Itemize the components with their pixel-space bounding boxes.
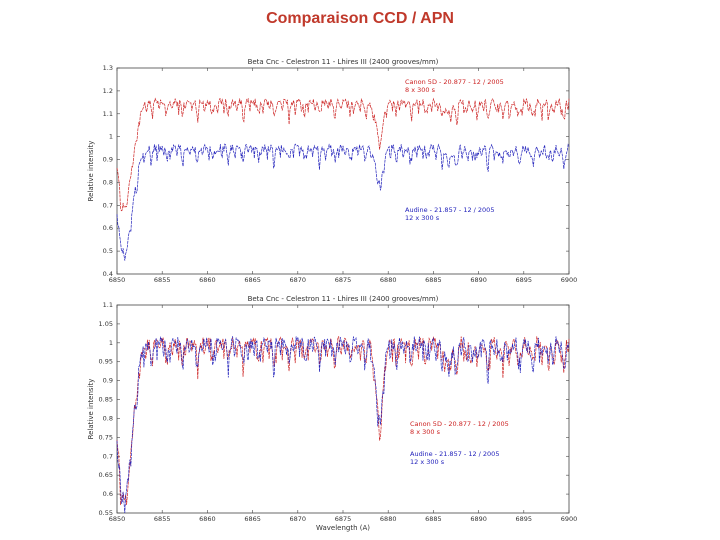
x-tick-label: 6895 (516, 515, 533, 523)
bottom-spectrum-chart: Beta Cnc - Celestron 11 - Lhires III (24… (87, 295, 577, 532)
y-tick-label: 1.1 (103, 301, 113, 309)
legend-note: 12 x 300 s (410, 458, 445, 466)
x-tick-label: 6875 (335, 515, 352, 523)
y-tick-label: 1.3 (103, 64, 113, 72)
top-spectrum-chart: Beta Cnc - Celestron 11 - Lhires III (24… (87, 58, 577, 284)
legend-entry: Audine - 21.857 - 12 / 2005 (405, 206, 494, 214)
x-tick-label: 6885 (425, 515, 442, 523)
x-tick-label: 6880 (380, 276, 397, 284)
legend-entry: Canon 5D - 20.877 - 12 / 2005 (405, 78, 504, 86)
y-tick-label: 0.4 (103, 270, 113, 278)
plot-frame (116, 304, 570, 514)
y-tick-label: 0.75 (99, 433, 113, 441)
x-tick-label: 6870 (290, 276, 307, 284)
x-tick-label: 6850 (109, 515, 126, 523)
y-tick-label: 0.9 (103, 377, 113, 385)
y-tick-label: 1.1 (103, 110, 113, 118)
series-line-0 (116, 97, 570, 212)
x-tick-label: 6870 (290, 515, 307, 523)
y-tick-label: 0.55 (99, 509, 113, 517)
x-tick-label: 6855 (154, 276, 171, 284)
y-tick-label: 0.9 (103, 156, 113, 164)
x-tick-label: 6850 (109, 276, 126, 284)
y-tick-label: 0.7 (103, 201, 113, 209)
x-tick-label: 6900 (561, 276, 578, 284)
x-tick-label: 6875 (335, 276, 352, 284)
y-tick-label: 1.2 (103, 87, 113, 95)
x-tick-label: 6890 (470, 515, 487, 523)
slide-title: Comparaison CCD / APN (266, 10, 454, 27)
x-tick-label: 6885 (425, 276, 442, 284)
y-tick-label: 0.6 (103, 224, 113, 232)
y-tick-label: 1 (109, 339, 113, 347)
legend-note: 8 x 300 s (405, 86, 436, 94)
chart-title: Beta Cnc - Celestron 11 - Lhires III (24… (248, 295, 439, 303)
y-tick-label: 0.85 (99, 396, 113, 404)
x-tick-label: 6865 (244, 515, 261, 523)
y-tick-label: 1 (109, 133, 113, 141)
x-tick-label: 6855 (154, 515, 171, 523)
y-tick-label: 0.5 (103, 247, 113, 255)
y-tick-label: 0.8 (103, 414, 113, 422)
legend-entry: Canon 5D - 20.877 - 12 / 2005 (410, 420, 509, 428)
x-tick-label: 6860 (199, 276, 216, 284)
y-tick-label: 0.8 (103, 178, 113, 186)
series-line-1 (116, 143, 570, 261)
x-axis-label: Wavelength (A) (316, 524, 370, 532)
plot-frame (116, 67, 570, 275)
chart-title: Beta Cnc - Celestron 11 - Lhires III (24… (248, 58, 439, 66)
y-axis-label: Relative intensity (87, 379, 95, 440)
y-tick-label: 0.65 (99, 471, 113, 479)
series-line-1 (116, 336, 570, 514)
y-tick-label: 0.7 (103, 452, 113, 460)
legend-note: 8 x 300 s (410, 428, 441, 436)
x-tick-label: 6895 (516, 276, 533, 284)
x-tick-label: 6880 (380, 515, 397, 523)
y-tick-label: 0.95 (99, 358, 113, 366)
y-tick-label: 0.6 (103, 490, 113, 498)
legend-note: 12 x 300 s (405, 214, 440, 222)
x-tick-label: 6900 (561, 515, 578, 523)
x-tick-label: 6865 (244, 276, 261, 284)
y-axis-label: Relative intensity (87, 141, 95, 202)
x-tick-label: 6890 (470, 276, 487, 284)
legend-entry: Audine - 21.857 - 12 / 2005 (410, 450, 499, 458)
x-tick-label: 6860 (199, 515, 216, 523)
y-tick-label: 1.05 (99, 320, 113, 328)
